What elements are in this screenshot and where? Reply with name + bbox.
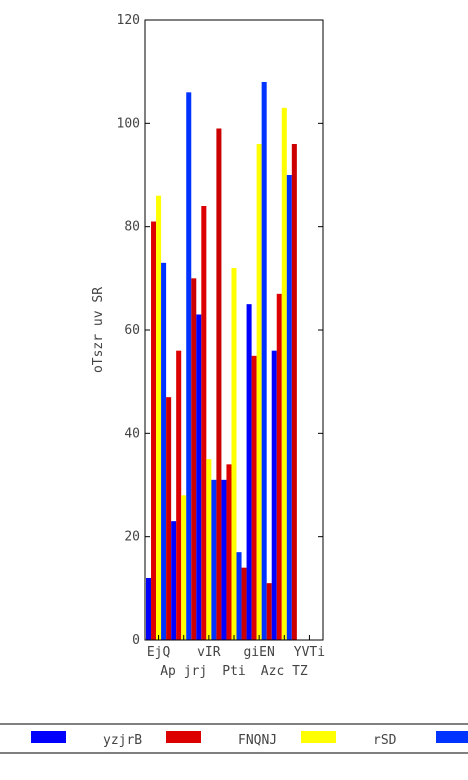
bar: [166, 397, 172, 640]
bar: [236, 552, 242, 640]
legend: vkVyzjrBFNQNJrSD: [0, 723, 468, 754]
x-tick-label: EjQ: [147, 645, 171, 660]
bar: [186, 92, 192, 641]
bar: [161, 262, 167, 640]
bar: [201, 206, 207, 640]
y-tick-label: 120: [117, 13, 140, 28]
bar: [206, 459, 212, 640]
bar: [266, 583, 272, 640]
bars-group: [146, 82, 297, 641]
bar: [256, 144, 262, 640]
bar: [191, 278, 197, 640]
y-axis: 0 20 40 60 80 100 120: [117, 13, 323, 648]
bar: [176, 350, 182, 640]
x-tick-label: Azc TZ: [261, 664, 308, 679]
y-tick-label: 100: [117, 116, 140, 131]
y-tick-label: 40: [124, 426, 140, 441]
bar: [281, 107, 287, 641]
x-tick-label: giEN: [243, 645, 274, 660]
bar: [151, 221, 157, 640]
bar: [271, 350, 277, 640]
bar: [196, 314, 202, 640]
bar: [251, 355, 257, 640]
bar: [211, 479, 217, 640]
bar: [286, 175, 292, 640]
bar: [276, 293, 282, 640]
bar: [291, 144, 297, 640]
x-tick-label: YVTi: [294, 645, 325, 660]
bar: [241, 567, 247, 640]
y-tick-label: 80: [124, 220, 140, 235]
y-tick-label: 0: [132, 633, 140, 648]
bar: [171, 521, 177, 640]
y-axis-label: oTszr uv SR: [91, 287, 106, 373]
y-tick-label: 20: [124, 530, 140, 545]
legend-label: yzjrB: [103, 733, 142, 748]
legend-swatch: [436, 731, 468, 743]
bar: [181, 495, 187, 640]
legend-swatch: [301, 731, 336, 743]
bar: [216, 128, 222, 640]
bar: [221, 479, 227, 640]
legend-label: rSD: [373, 733, 397, 748]
legend-swatch: [31, 731, 66, 743]
x-tick-label: vIR: [197, 645, 221, 660]
bar: [156, 195, 162, 640]
x-tick-label: Ap jrj: [160, 664, 207, 679]
legend-swatch: [166, 731, 201, 743]
y-tick-label: 60: [124, 323, 140, 338]
bar: [146, 578, 152, 640]
bar: [226, 464, 232, 640]
legend-label: FNQNJ: [238, 733, 277, 748]
x-tick-label: Pti: [222, 664, 245, 679]
bar: [246, 304, 252, 640]
bar: [261, 82, 267, 640]
bar: [231, 268, 237, 640]
